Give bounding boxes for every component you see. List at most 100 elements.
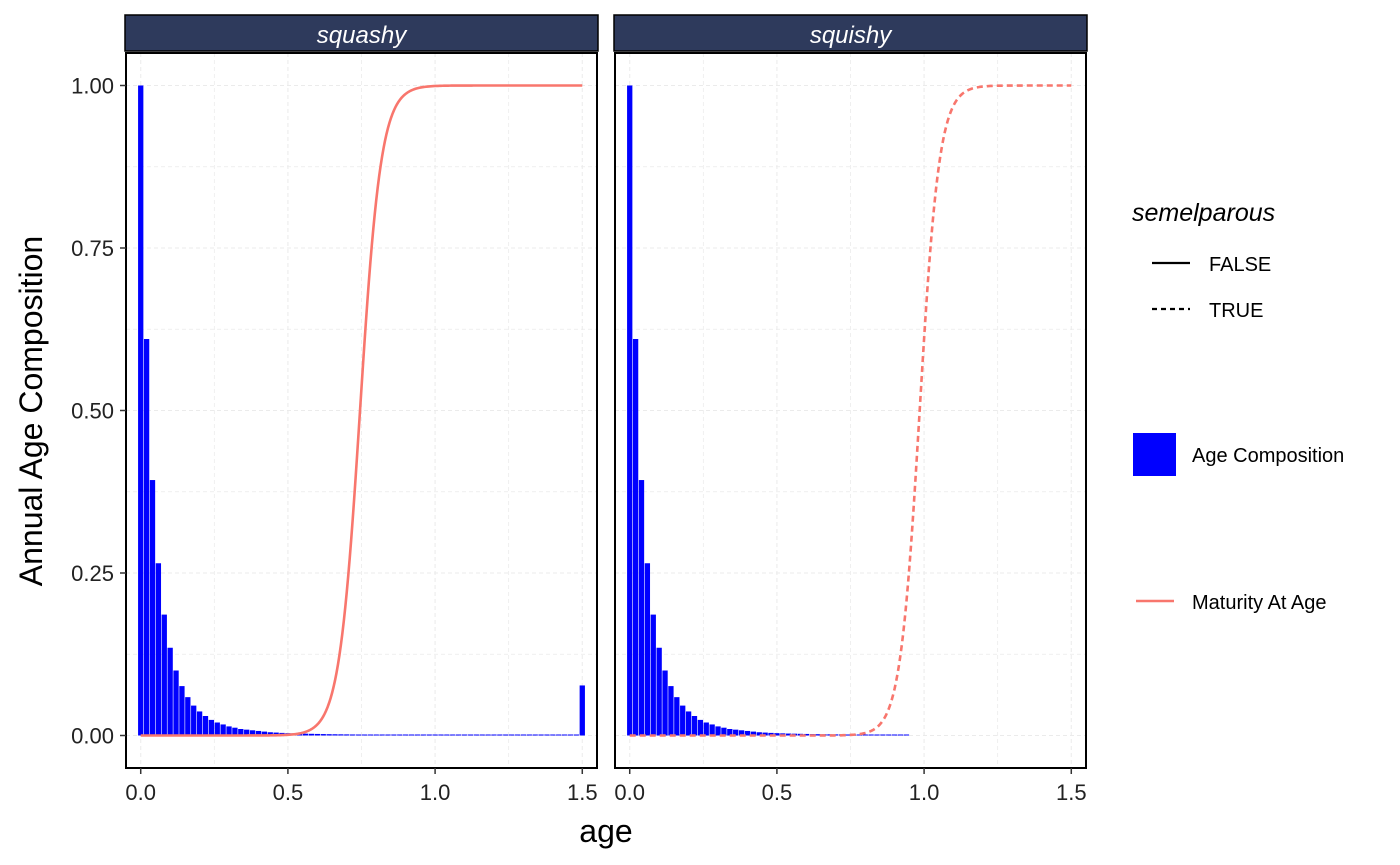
legend-fill-label: Age Composition: [1192, 445, 1344, 467]
age-composition-bar: [226, 726, 232, 736]
age-composition-bar: [738, 730, 745, 736]
age-composition-bar: [715, 726, 721, 736]
age-composition-bar: [497, 734, 503, 736]
age-composition-bar: [685, 711, 692, 736]
age-composition-bar: [308, 733, 315, 736]
age-composition-bar: [703, 722, 709, 736]
age-composition-bar: [680, 705, 686, 736]
age-composition-bar: [786, 733, 792, 736]
panel-squashy: squashy 0.0 0.5 1.0 1.5 0.00 0.25 0.50 0.75 1.00: [71, 14, 599, 805]
age-composition-bar: [467, 734, 474, 736]
x-axis-title: age: [579, 813, 632, 849]
age-composition-bar: [196, 711, 203, 736]
age-composition-bar: [420, 734, 426, 736]
age-composition-bar: [479, 734, 485, 736]
age-composition-bar: [650, 614, 656, 736]
age-composition-bar: [414, 734, 421, 736]
age-composition-bar: [361, 734, 368, 736]
age-composition-bar: [249, 730, 256, 736]
age-composition-bar: [444, 734, 450, 736]
age-composition-bar: [255, 730, 262, 736]
age-composition-bar: [367, 734, 373, 736]
facet-strip: [613, 14, 1088, 52]
age-composition-bar: [880, 734, 886, 736]
age-composition-bar: [709, 724, 715, 736]
y-tick-label: 1.00: [71, 74, 114, 99]
age-composition-bar: [143, 339, 150, 736]
age-composition-bar: [874, 734, 880, 736]
age-composition-bar: [561, 734, 568, 736]
age-composition-bar: [691, 716, 698, 736]
age-composition-bar: [208, 719, 215, 736]
y-tick-label: 0.75: [71, 236, 114, 261]
age-composition-bar: [868, 734, 874, 736]
age-composition-bar: [503, 734, 509, 736]
age-composition-bar: [450, 734, 456, 736]
age-composition-bar: [326, 734, 332, 736]
age-composition-bar: [644, 563, 651, 736]
age-composition-bar: [314, 733, 320, 736]
age-composition-bar: [567, 734, 574, 736]
age-composition-bar: [668, 686, 674, 736]
legend-linetype-label: FALSE: [1209, 254, 1271, 276]
age-composition-bar: [438, 734, 444, 736]
age-composition-bar: [455, 734, 462, 736]
age-composition-bar: [261, 731, 268, 736]
age-composition-bar: [627, 85, 633, 736]
age-composition-bar: [238, 729, 244, 736]
age-composition-bar: [491, 734, 497, 736]
age-composition-bar: [744, 730, 751, 736]
maturity-at-age-line: [140, 84, 583, 737]
panel-squishy: squishy 0.0 0.5 1.0 1.5: [613, 14, 1088, 805]
age-composition-bar: [756, 732, 762, 736]
age-composition-bar: [214, 722, 220, 736]
age-composition-bar: [733, 729, 739, 736]
age-composition-bar: [403, 734, 409, 736]
age-composition-bar: [520, 734, 527, 736]
age-composition-bar: [656, 647, 662, 736]
age-composition-bar: [514, 734, 521, 736]
y-tick-label: 0.00: [71, 724, 114, 749]
legend: semelparous FALSE TRUE Age Composition Matur…: [1132, 199, 1344, 614]
age-composition-bar: [662, 670, 668, 736]
age-composition-bar: [138, 85, 144, 736]
age-composition-bar: [320, 734, 326, 736]
age-composition-bar: [632, 339, 639, 736]
age-composition-bar: [426, 734, 432, 736]
legend-fill-key: [1133, 433, 1176, 476]
age-composition-bar: [833, 734, 839, 736]
age-composition-bar: [532, 734, 538, 736]
age-composition-bar: [373, 734, 379, 736]
age-composition-bar: [173, 670, 179, 736]
x-tick-label: 0.5: [273, 780, 304, 805]
panel-border: [614, 52, 1087, 769]
y-tick-label: 0.25: [71, 561, 114, 586]
age-composition-bar: [397, 734, 403, 736]
age-composition-bar: [473, 734, 479, 736]
age-composition-bar: [244, 729, 250, 736]
age-composition-bar: [526, 734, 532, 736]
age-composition-bar: [408, 734, 415, 736]
facet-strip-label: squashy: [317, 22, 408, 49]
x-tick-label: 1.5: [567, 780, 598, 805]
age-composition-bar: [167, 647, 173, 736]
age-composition-bar: [544, 734, 550, 736]
age-composition-bar: [538, 734, 544, 736]
age-composition-bar: [344, 734, 350, 736]
age-composition-bar: [485, 734, 491, 736]
age-composition-bar: [350, 734, 356, 736]
age-composition-bar: [508, 734, 515, 736]
age-composition-bar: [727, 729, 733, 736]
age-composition-bar: [674, 697, 680, 736]
age-composition-bar: [391, 734, 397, 736]
age-composition-bar: [903, 734, 910, 736]
facet-strip-label: squishy: [810, 22, 893, 49]
age-composition-bar: [267, 732, 273, 736]
age-composition-bar: [697, 719, 704, 736]
x-tick-label: 1.0: [909, 780, 940, 805]
age-composition-bar: [897, 734, 904, 736]
age-composition-bar: [185, 697, 191, 736]
age-composition-bar: [179, 686, 185, 736]
